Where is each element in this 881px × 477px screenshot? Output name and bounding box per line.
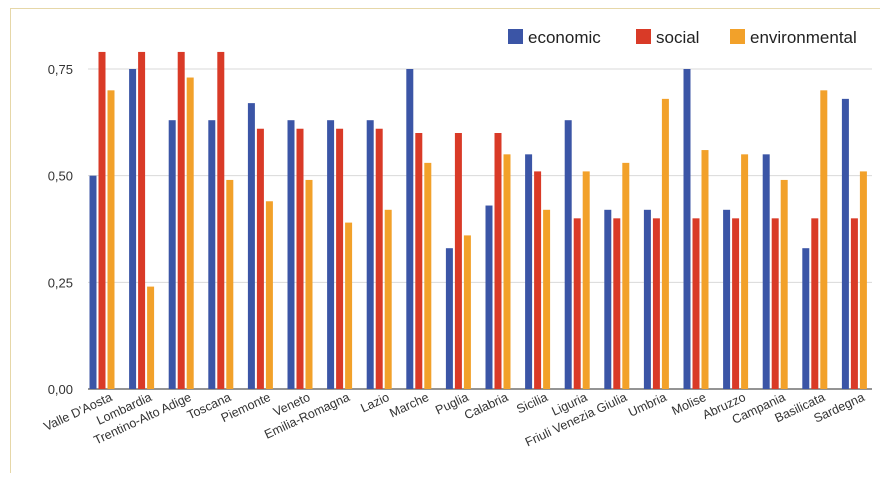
bar-environmental xyxy=(582,171,590,389)
x-tick-label: Umbria xyxy=(626,390,668,420)
bar-social xyxy=(494,133,502,389)
y-axis-ticks: 0,00 0,25 0,50 0,75 xyxy=(48,62,73,397)
gridlines xyxy=(88,68,872,390)
bar-environmental xyxy=(622,162,630,389)
bar-social xyxy=(811,218,819,389)
bar-environmental xyxy=(463,235,471,389)
bar-economic xyxy=(129,69,137,389)
y-tick-label: 0,75 xyxy=(48,62,73,77)
bar-social xyxy=(613,218,621,389)
legend: economic social environmental xyxy=(508,28,857,47)
bar-environmental xyxy=(226,179,234,389)
bar-social xyxy=(454,133,462,389)
bar-economic xyxy=(327,120,335,389)
bar-economic xyxy=(525,154,533,389)
bar-social xyxy=(732,218,740,389)
chart-frame xyxy=(10,8,880,473)
bar-economic xyxy=(683,69,691,389)
bar-environmental xyxy=(543,209,551,389)
bar-social xyxy=(692,218,700,389)
bar-environmental xyxy=(701,150,709,389)
bar-social xyxy=(177,51,185,389)
bar-economic xyxy=(247,103,255,389)
bar-environmental xyxy=(305,179,313,389)
bar-environmental xyxy=(859,171,867,389)
bar-environmental xyxy=(424,162,432,389)
bar-economic xyxy=(841,98,849,389)
bar-social xyxy=(98,51,106,389)
legend-swatch-social xyxy=(636,29,651,44)
bar-environmental xyxy=(384,209,392,389)
bar-social xyxy=(375,128,383,389)
bar-economic xyxy=(604,209,612,389)
bars xyxy=(89,51,867,390)
bar-economic xyxy=(208,120,216,389)
bar-social xyxy=(138,51,146,389)
bar-social xyxy=(534,171,542,389)
bar-social xyxy=(336,128,344,389)
y-tick-label: 0,00 xyxy=(48,382,73,397)
bar-social xyxy=(415,133,423,389)
bar-economic xyxy=(445,248,453,389)
bar-environmental xyxy=(820,90,828,389)
bar-social xyxy=(652,218,660,389)
bar-environmental xyxy=(107,90,115,389)
bar-economic xyxy=(287,120,295,389)
bar-environmental xyxy=(186,77,194,390)
bar-social xyxy=(771,218,779,389)
legend-label-economic: economic xyxy=(528,28,601,47)
x-tick-label: Calabria xyxy=(462,390,510,422)
bar-environmental xyxy=(345,222,353,389)
bar-social xyxy=(573,218,581,389)
y-tick-label: 0,25 xyxy=(48,275,73,290)
bar-economic xyxy=(485,205,493,389)
bar-environmental xyxy=(780,179,788,389)
bar-social xyxy=(296,128,304,389)
bar-economic xyxy=(802,248,810,389)
bar-economic xyxy=(762,154,770,389)
bar-environmental xyxy=(661,98,669,389)
bar-economic xyxy=(406,69,414,389)
bar-environmental xyxy=(147,286,155,389)
bar-social xyxy=(256,128,264,389)
bar-economic xyxy=(564,120,572,389)
y-tick-label: 0,50 xyxy=(48,169,73,184)
bar-environmental xyxy=(265,201,273,389)
bar-economic xyxy=(89,175,97,389)
bar-environmental xyxy=(503,154,511,389)
x-tick-label: Lazio xyxy=(358,390,391,415)
legend-swatch-economic xyxy=(508,29,523,44)
bar-social xyxy=(850,218,858,389)
legend-label-social: social xyxy=(656,28,699,47)
bar-economic xyxy=(366,120,374,389)
bar-environmental xyxy=(741,154,749,389)
legend-label-environmental: environmental xyxy=(750,28,857,47)
bar-economic xyxy=(643,209,651,389)
bar-economic xyxy=(168,120,176,389)
bar-social xyxy=(217,51,225,389)
x-tick-label: Sicilia xyxy=(514,390,550,417)
bar-economic xyxy=(723,209,731,389)
x-tick-label: Marche xyxy=(387,390,431,420)
legend-swatch-environmental xyxy=(730,29,745,44)
